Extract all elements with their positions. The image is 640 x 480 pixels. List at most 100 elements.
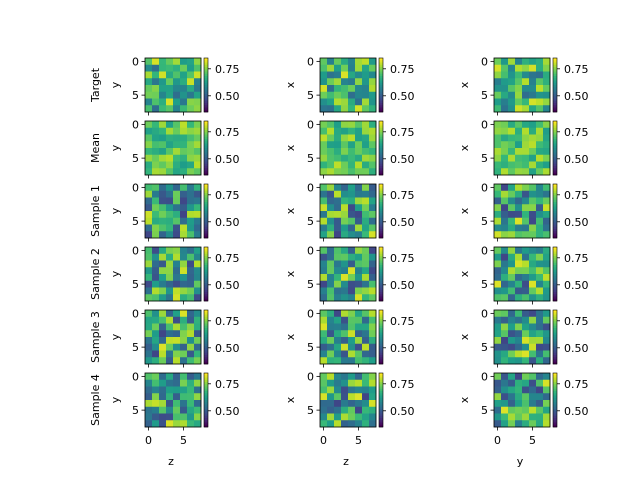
colorbar-segment: [204, 231, 208, 234]
colorbar-segment: [553, 346, 557, 349]
heatmap-cell: [334, 280, 342, 288]
heatmap-cell: [369, 280, 377, 288]
heatmap-cell: [145, 287, 153, 295]
heatmap-cell: [515, 393, 523, 401]
heatmap-cell: [180, 197, 188, 205]
colorbar-segment: [553, 285, 557, 288]
heatmap-cell: [515, 400, 523, 408]
colorbar-segment: [379, 204, 383, 207]
heatmap-cell: [159, 85, 167, 93]
colorbar-segment: [379, 202, 383, 205]
heatmap-cell: [355, 373, 363, 381]
heatmap-cell: [166, 253, 174, 261]
heatmap-cell: [341, 310, 349, 318]
colorbar-frame: [552, 183, 558, 239]
colorbar-segment: [204, 215, 208, 219]
panel-xlabel: y: [517, 455, 524, 468]
heatmap-cell: [508, 197, 516, 205]
colorbar-tick-label: 0.75: [390, 378, 415, 391]
heatmap-cell: [341, 217, 349, 225]
heatmap-cell: [145, 280, 153, 288]
heatmap-cell: [334, 204, 342, 212]
colorbar-frame: [552, 246, 558, 302]
heatmap-cell: [369, 274, 377, 282]
heatmap-cell: [543, 161, 551, 169]
heatmap-cell: [194, 161, 202, 169]
colorbar-segment: [204, 159, 208, 162]
heatmap-cell: [166, 197, 174, 205]
heatmap-cell: [187, 98, 195, 106]
heatmap-cell: [194, 58, 202, 66]
heatmap-cell: [334, 406, 342, 414]
heatmap-cell: [152, 350, 160, 358]
heatmap-cell: [159, 231, 167, 239]
heatmap-cell: [348, 350, 356, 358]
colorbar-segment: [379, 361, 383, 365]
colorbar-segment: [204, 258, 208, 261]
heatmap-cell: [187, 386, 195, 394]
colorbar-segment: [379, 188, 383, 192]
colorbar-tick-label: 0.50: [390, 279, 415, 292]
heatmap-cell: [327, 316, 335, 324]
colorbar-segment: [204, 278, 208, 282]
heatmap-cell: [355, 168, 363, 176]
heatmap-cell: [515, 379, 523, 387]
heatmap-cell: [166, 406, 174, 414]
heatmap-cell: [362, 64, 370, 72]
heatmap-cell: [180, 190, 188, 198]
heatmap-cell: [180, 386, 188, 394]
heatmap-cell: [515, 64, 523, 72]
colorbar-segment: [204, 253, 208, 257]
heatmap-cell: [529, 330, 537, 338]
heatmap-cell: [508, 253, 516, 261]
heatmap-cell: [543, 373, 551, 381]
heatmap-cell: [529, 85, 537, 93]
colorbar-frame: [378, 309, 384, 365]
heatmap-cell: [173, 260, 181, 268]
heatmap-cell: [173, 316, 181, 324]
colorbar-segment: [379, 348, 383, 351]
heatmap-cell: [508, 260, 516, 268]
heatmap-cell: [145, 91, 153, 99]
heatmap-cell: [355, 184, 363, 192]
heatmap-cell: [159, 280, 167, 288]
heatmap-cell: [515, 141, 523, 149]
heatmap-cell: [152, 323, 160, 331]
heatmap-cell: [501, 280, 509, 288]
colorbar-tick-label: 0.75: [215, 315, 240, 328]
heatmap-cell: [341, 337, 349, 345]
heatmap-cell: [362, 190, 370, 198]
heatmap-cell: [152, 197, 160, 205]
colorbar-segment: [379, 346, 383, 349]
heatmap-cell: [173, 330, 181, 338]
heatmap-cell: [369, 337, 377, 345]
heatmap-cell: [508, 121, 516, 129]
heatmap-cell: [194, 280, 202, 288]
colorbar-segment: [553, 337, 557, 340]
colorbar-segment: [379, 211, 383, 214]
heatmap-cell: [362, 357, 370, 365]
colorbar-segment: [553, 107, 557, 111]
colorbar-segment: [553, 359, 557, 363]
heatmap-cell: [159, 141, 167, 149]
heatmap-cell: [543, 217, 551, 225]
heatmap-cell: [166, 280, 174, 288]
heatmap-cell: [508, 323, 516, 331]
heatmap-cell: [152, 154, 160, 162]
heatmap-cell: [501, 64, 509, 72]
heatmap-cell: [187, 148, 195, 156]
colorbar-tick-label: 0.50: [564, 279, 589, 292]
heatmap-cell: [369, 343, 377, 351]
heatmap-cell: [187, 274, 195, 282]
heatmap-cell: [173, 204, 181, 212]
heatmap-cell: [543, 287, 551, 295]
colorbar-segment: [553, 204, 557, 207]
colorbar-segment: [553, 141, 557, 144]
colorbar-segment: [553, 213, 557, 216]
heatmap-cell: [348, 197, 356, 205]
colorbar-segment: [553, 159, 557, 162]
heatmap-cell: [515, 280, 523, 288]
